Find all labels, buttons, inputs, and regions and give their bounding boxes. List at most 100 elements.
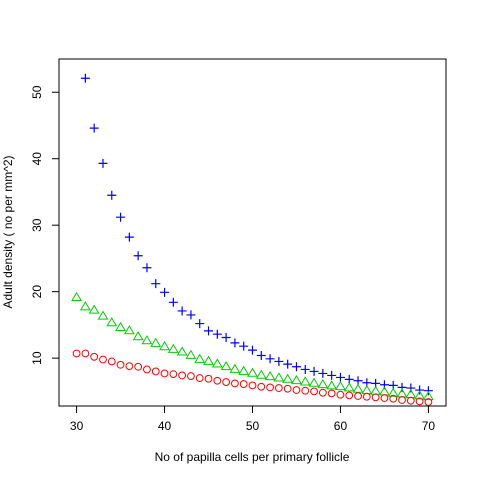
- data-point-plus: [274, 356, 284, 366]
- y-axis-label: Adult density ( no per mm^2): [1, 155, 15, 308]
- data-point-triangle: [167, 343, 179, 353]
- data-point-circle: [336, 390, 345, 399]
- data-point-triangle: [203, 355, 214, 365]
- data-point-circle: [151, 367, 160, 376]
- data-point-circle: [160, 369, 169, 378]
- data-point-triangle: [88, 304, 100, 314]
- x-axis: 30 40 50 60 70: [70, 405, 435, 433]
- data-point-plus: [142, 263, 152, 273]
- data-point-circle: [178, 371, 187, 380]
- data-point-plus: [204, 326, 214, 336]
- y-axis: 10 20 30 40 50: [30, 85, 60, 365]
- x-tick-label: 40: [158, 419, 172, 433]
- x-tick-label: 60: [334, 419, 348, 433]
- data-point-circle: [107, 357, 116, 366]
- data-point-circle: [134, 362, 143, 371]
- data-point-triangle: [308, 377, 320, 387]
- data-point-circle: [213, 376, 222, 385]
- data-point-plus: [221, 333, 231, 343]
- data-point-triangle: [211, 358, 223, 368]
- data-point-triangle: [97, 310, 109, 320]
- data-point-circle: [301, 386, 310, 395]
- data-point-circle: [72, 349, 81, 358]
- data-point-triangle: [141, 335, 153, 345]
- data-point-circle: [81, 349, 90, 358]
- data-point-circle: [310, 387, 318, 396]
- data-point-plus: [291, 362, 301, 372]
- data-point-plus: [283, 359, 293, 369]
- data-point-plus: [89, 123, 99, 133]
- data-point-plus: [335, 372, 345, 382]
- data-point-circle: [380, 394, 389, 402]
- data-point-plus: [133, 251, 143, 261]
- data-point-plus: [177, 306, 187, 316]
- data-point-circle: [125, 362, 134, 371]
- data-point-plus: [423, 386, 433, 396]
- data-point-plus: [239, 341, 249, 351]
- data-point-circle: [239, 380, 248, 388]
- series-circle: [72, 349, 433, 406]
- data-point-circle: [292, 386, 301, 394]
- data-point-triangle: [255, 369, 267, 379]
- data-point-circle: [354, 392, 362, 400]
- data-point-triangle: [414, 390, 426, 400]
- data-point-plus: [80, 73, 90, 83]
- data-point-triangle: [352, 383, 364, 393]
- data-point-triangle: [71, 291, 83, 302]
- data-point-plus: [397, 382, 407, 392]
- data-point-plus: [327, 370, 337, 380]
- data-point-plus: [107, 190, 117, 200]
- data-point-circle: [362, 392, 371, 401]
- data-point-circle: [99, 355, 107, 364]
- data-point-plus: [195, 319, 205, 329]
- x-axis-label: No of papilla cells per primary follicle: [155, 450, 350, 464]
- data-point-circle: [257, 382, 266, 391]
- data-point-triangle: [132, 331, 144, 341]
- data-point-plus: [300, 364, 310, 374]
- y-tick-label: 50: [30, 85, 44, 99]
- data-point-triangle: [326, 380, 338, 390]
- data-point-plus: [415, 385, 425, 395]
- data-point-triangle: [115, 321, 127, 331]
- data-point-triangle: [123, 325, 135, 335]
- data-point-triangle: [229, 363, 241, 373]
- data-point-triangle: [238, 365, 250, 375]
- data-point-circle: [266, 383, 274, 392]
- data-point-plus: [160, 287, 170, 297]
- data-point-circle: [318, 388, 327, 397]
- data-point-triangle: [264, 370, 276, 381]
- data-point-triangle: [343, 382, 355, 392]
- data-point-circle: [406, 396, 415, 405]
- y-tick-label: 40: [30, 152, 44, 166]
- x-tick-label: 50: [246, 419, 260, 433]
- data-point-plus: [318, 368, 328, 378]
- data-point-plus: [186, 310, 196, 320]
- series-triangle: [71, 291, 434, 401]
- data-point-circle: [116, 360, 125, 369]
- data-point-triangle: [247, 367, 258, 377]
- data-points: [71, 73, 434, 406]
- data-point-circle: [187, 372, 195, 380]
- data-point-plus: [124, 232, 134, 242]
- x-tick-label: 30: [70, 419, 84, 433]
- data-point-triangle: [282, 373, 294, 383]
- data-point-circle: [248, 381, 257, 390]
- data-point-triangle: [150, 337, 162, 347]
- data-point-triangle: [317, 378, 329, 389]
- data-point-circle: [283, 384, 292, 393]
- data-point-circle: [90, 352, 99, 361]
- data-point-circle: [327, 389, 336, 398]
- data-point-triangle: [220, 361, 232, 371]
- data-point-plus: [116, 212, 126, 222]
- data-point-circle: [398, 396, 406, 404]
- data-point-triangle: [273, 372, 285, 382]
- data-point-triangle: [176, 346, 188, 356]
- data-point-plus: [151, 279, 161, 289]
- data-point-circle: [371, 393, 380, 402]
- data-point-triangle: [159, 341, 170, 351]
- data-point-circle: [424, 398, 433, 406]
- data-point-plus: [309, 366, 319, 376]
- data-point-triangle: [194, 353, 206, 363]
- data-point-plus: [98, 158, 108, 168]
